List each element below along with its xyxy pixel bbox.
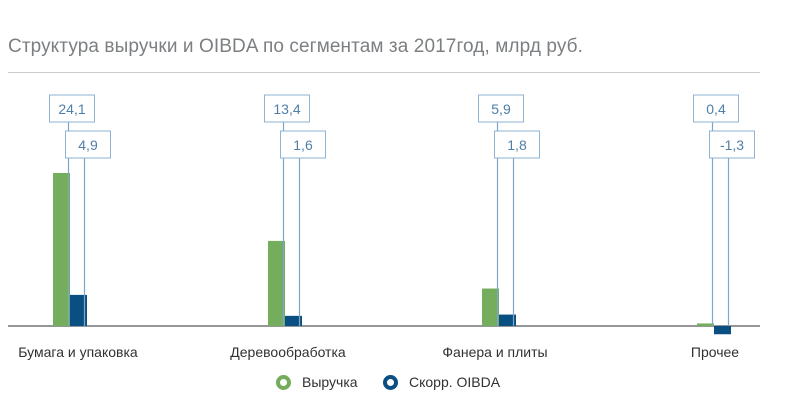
legend-label-revenue: Выручка (302, 374, 358, 390)
bar-oibda-plywood (499, 314, 516, 326)
category-label-paper: Бумага и упаковка (18, 344, 138, 360)
legend-item-oibda: Скорр. OIBDA (383, 374, 500, 390)
bar-oibda-woodworking (285, 315, 302, 326)
legend-item-revenue: Выручка (276, 374, 358, 390)
value-box-oibda-plywood (494, 130, 540, 159)
bar-oibda-other (714, 326, 731, 335)
value-box-revenue-other (693, 94, 739, 123)
value-label-oibda-plywood: 1,8 (507, 137, 527, 153)
value-box-oibda-paper (65, 130, 111, 159)
value-label-oibda-woodworking: 1,6 (293, 137, 313, 153)
value-label-revenue-paper: 24,1 (58, 101, 85, 117)
legend-label-oibda: Скорр. OIBDA (409, 374, 501, 390)
value-label-revenue-woodworking: 13,4 (273, 101, 300, 117)
category-label-woodworking: Деревообработка (230, 344, 346, 360)
category-label-other: Прочее (691, 344, 739, 360)
value-box-revenue-woodworking (264, 94, 310, 123)
value-label-oibda-paper: 4,9 (78, 137, 98, 153)
title-divider (8, 72, 760, 73)
bar-chart: 24,1 4,9 Бумага и упаковка 13,4 1,6 Деревообр… (8, 94, 760, 360)
bar-oibda-paper (70, 294, 87, 326)
legend: Выручка Скорр. OIBDA (0, 374, 800, 394)
value-box-oibda-other (709, 130, 755, 159)
bar-revenue-woodworking (268, 240, 285, 326)
bar-revenue-plywood (482, 288, 499, 326)
legend-marker-revenue (276, 374, 291, 390)
value-box-oibda-woodworking (280, 130, 326, 159)
value-box-revenue-plywood (478, 94, 524, 123)
chart-title: Структура выручки и OIBDA по сегментам з… (8, 36, 584, 57)
value-label-oibda-other: -1,3 (720, 137, 744, 153)
value-box-revenue-paper (49, 94, 95, 123)
legend-marker-oibda (383, 374, 398, 390)
category-label-plywood: Фанера и плиты (442, 344, 547, 360)
bar-revenue-other (697, 323, 714, 326)
bar-revenue-paper (53, 172, 70, 326)
value-label-revenue-plywood: 5,9 (491, 101, 511, 117)
value-label-revenue-other: 0,4 (706, 101, 726, 117)
